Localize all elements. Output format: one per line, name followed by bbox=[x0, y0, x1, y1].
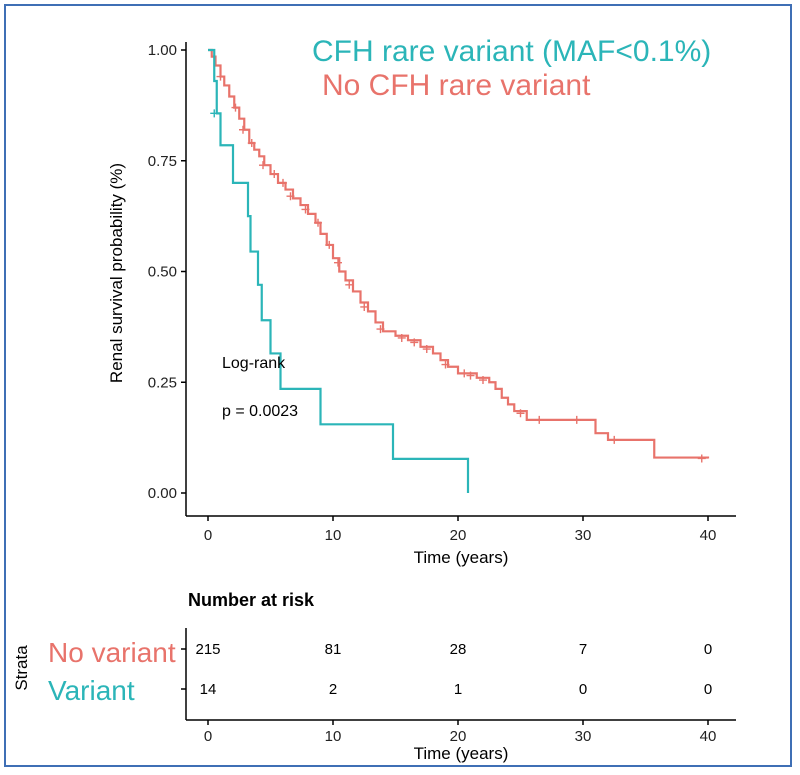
censor-mark-0 bbox=[535, 415, 544, 424]
y-axis-label: Renal survival probability (%) bbox=[107, 163, 126, 383]
risk-table-title: Number at risk bbox=[188, 590, 315, 610]
censor-mark-0 bbox=[479, 376, 487, 385]
censor-mark-0 bbox=[360, 302, 369, 311]
risk-cell: 14 bbox=[200, 681, 217, 698]
censor-mark-0 bbox=[460, 369, 469, 378]
risk-cell: 28 bbox=[450, 641, 467, 658]
censor-mark-0 bbox=[441, 360, 450, 369]
censor-mark-0 bbox=[279, 178, 287, 187]
risk-x-axis-label: Time (years) bbox=[414, 744, 509, 763]
x-tick-label: 20 bbox=[450, 527, 467, 544]
risk-cell: 215 bbox=[195, 641, 220, 658]
censor-mark-1 bbox=[210, 109, 219, 118]
y-tick-label: 0.75 bbox=[148, 153, 177, 170]
censor-mark-0 bbox=[610, 435, 619, 444]
risk-table: 215 81 28 7 014 2 1 0 00 10 20 30 40 bbox=[181, 628, 736, 745]
censor-mark-0 bbox=[216, 72, 225, 81]
y-tick-label: 1.00 bbox=[148, 42, 177, 59]
censor-mark-0 bbox=[345, 280, 354, 289]
risk-cell: 81 bbox=[325, 641, 342, 658]
risk-cell: 7 bbox=[579, 641, 587, 658]
censor-mark-0 bbox=[397, 333, 406, 342]
y-tick-label: 0.50 bbox=[148, 264, 177, 281]
x-tick-label: 30 bbox=[575, 527, 592, 544]
risk-cell: 0 bbox=[579, 681, 587, 698]
x-axis-label: Time (years) bbox=[414, 548, 509, 567]
risk-cell: 1 bbox=[454, 681, 462, 698]
censor-mark-0 bbox=[572, 415, 581, 424]
risk-x-tick-label: 40 bbox=[700, 728, 717, 745]
risk-row-label-no-variant: No variant bbox=[48, 637, 176, 668]
risk-x-tick-label: 20 bbox=[450, 728, 467, 745]
censor-mark-0 bbox=[422, 345, 431, 354]
x-tick-label: 10 bbox=[325, 527, 342, 544]
censor-mark-0 bbox=[286, 192, 295, 201]
y-tick-label: 0.00 bbox=[148, 485, 177, 502]
censor-mark-0 bbox=[325, 240, 334, 249]
censor-mark-0 bbox=[270, 170, 279, 179]
strata-label: Strata bbox=[12, 645, 31, 691]
annotation-test-name: Log-rank bbox=[222, 355, 286, 372]
plot-axes: 0.00 0.25 0.50 0.75 1.00 0 10 20 30 40 bbox=[148, 42, 736, 544]
risk-cell: 0 bbox=[704, 641, 712, 658]
censor-mark-0 bbox=[334, 258, 342, 267]
censor-mark-0 bbox=[301, 205, 310, 214]
censor-mark-0 bbox=[697, 454, 706, 463]
censor-mark-0 bbox=[466, 371, 475, 380]
annotation-p-value: p = 0.0023 bbox=[222, 403, 298, 420]
x-tick-label: 0 bbox=[204, 527, 212, 544]
censor-mark-0 bbox=[376, 325, 385, 334]
risk-row-label-variant: Variant bbox=[48, 675, 135, 706]
censor-mark-0 bbox=[314, 218, 322, 227]
risk-x-tick-label: 10 bbox=[325, 728, 342, 745]
censor-mark-0 bbox=[231, 103, 240, 112]
censor-mark-0 bbox=[410, 338, 419, 347]
legend-entry-no-cfh-variant: No CFH rare variant bbox=[322, 69, 591, 102]
series-line-1 bbox=[208, 48, 470, 493]
censor-mark-0 bbox=[516, 409, 525, 418]
risk-x-tick-label: 30 bbox=[575, 728, 592, 745]
risk-cell: 2 bbox=[329, 681, 337, 698]
risk-cell: 0 bbox=[704, 681, 712, 698]
legend-entry-cfh-variant: CFH rare variant (MAF<0.1%) bbox=[312, 35, 711, 68]
y-tick-label: 0.25 bbox=[148, 374, 177, 391]
censor-mark-0 bbox=[259, 161, 267, 170]
series-line-0 bbox=[208, 48, 710, 459]
censor-mark-0 bbox=[247, 139, 256, 148]
km-chart: CFH rare variant (MAF<0.1%) No CFH rare … bbox=[12, 35, 736, 763]
risk-x-tick-label: 0 bbox=[204, 728, 212, 745]
x-tick-label: 40 bbox=[700, 527, 717, 544]
figure-frame: CFH rare variant (MAF<0.1%) No CFH rare … bbox=[4, 4, 792, 767]
plot-series bbox=[208, 48, 710, 493]
censor-mark-0 bbox=[239, 125, 247, 134]
